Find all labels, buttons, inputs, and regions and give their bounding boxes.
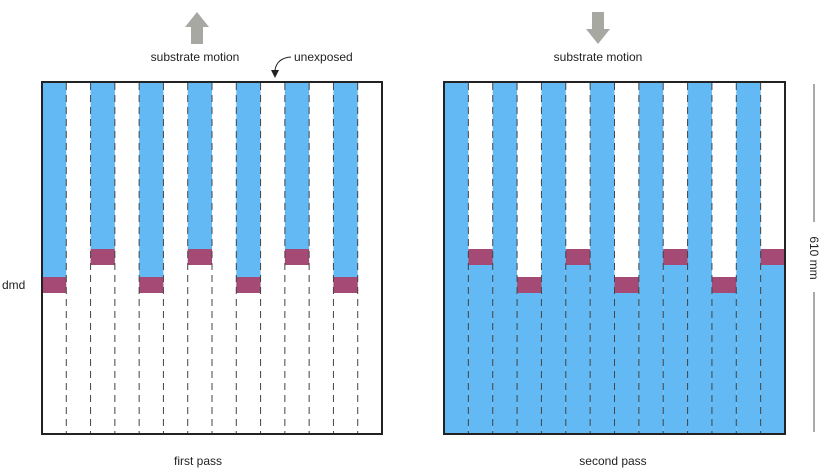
dmd-pad — [517, 277, 542, 293]
first-pass-panel — [41, 81, 383, 435]
exposed-stripe — [236, 83, 261, 277]
exposed-stripe — [284, 83, 310, 249]
first-pass-caption: first pass — [174, 454, 222, 468]
exposed-stripe — [187, 83, 212, 249]
dmd-pad — [711, 277, 737, 293]
dmd-pad — [333, 277, 358, 293]
exposed-stripe — [492, 83, 518, 433]
exposed-stripe — [333, 83, 358, 277]
dmd-pad — [565, 249, 591, 265]
substrate-motion-label-right: substrate motion — [554, 50, 643, 64]
dmd-pad — [236, 277, 261, 293]
second-pass-outline — [443, 81, 786, 435]
dimension-label: 610 mm — [807, 236, 821, 279]
dmd-pad — [663, 249, 688, 265]
dmd-pad — [42, 277, 67, 293]
exposed-stripe — [638, 83, 664, 433]
first-pass-outline — [41, 81, 383, 435]
first-pass-exposed-stripes — [42, 83, 358, 277]
exposed-stripe — [687, 83, 712, 433]
exposed-stripe — [517, 277, 542, 433]
dmd-label: dmd — [2, 278, 25, 292]
second-pass-column-dividers — [467, 83, 762, 433]
dmd-pad — [468, 249, 493, 265]
exposed-stripe — [541, 83, 566, 433]
second-pass-dmd-pads — [468, 249, 785, 293]
exposed-stripe — [711, 277, 737, 433]
second-pass-exposed-regions — [444, 83, 785, 433]
dimension-marker: 610 mm — [807, 84, 821, 432]
exposed-stripe — [139, 83, 164, 277]
unexposed-label: unexposed — [294, 50, 353, 64]
dmd-pad — [187, 249, 212, 265]
dmd-pad — [90, 249, 115, 265]
exposed-stripe — [42, 83, 67, 277]
second-pass-panel — [443, 81, 786, 435]
exposed-stripe — [565, 249, 591, 433]
exposed-stripe — [90, 83, 115, 249]
exposed-stripe — [590, 83, 615, 433]
substrate-motion-label-left: substrate motion — [151, 50, 240, 64]
exposed-stripe — [760, 249, 785, 433]
exposed-stripe — [444, 83, 469, 433]
first-pass-dmd-pads — [42, 249, 358, 293]
dmd-pad — [614, 277, 639, 293]
first-pass-column-dividers — [65, 83, 359, 433]
curved-pointer-arrow-icon — [271, 56, 292, 78]
exposed-stripe — [663, 249, 688, 433]
exposed-stripe — [736, 83, 761, 433]
dmd-pad — [284, 249, 310, 265]
second-pass-caption: second pass — [579, 454, 646, 468]
exposed-stripe — [468, 249, 493, 433]
exposed-stripe — [614, 277, 639, 433]
dmd-pad — [139, 277, 164, 293]
arrow-down-icon — [586, 12, 610, 44]
dmd-pad — [760, 249, 785, 265]
arrow-up-icon — [185, 12, 209, 44]
